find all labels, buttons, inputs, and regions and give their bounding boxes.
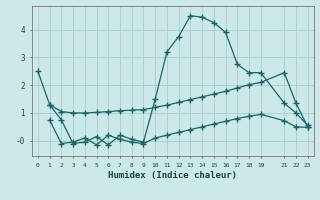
X-axis label: Humidex (Indice chaleur): Humidex (Indice chaleur) bbox=[108, 171, 237, 180]
